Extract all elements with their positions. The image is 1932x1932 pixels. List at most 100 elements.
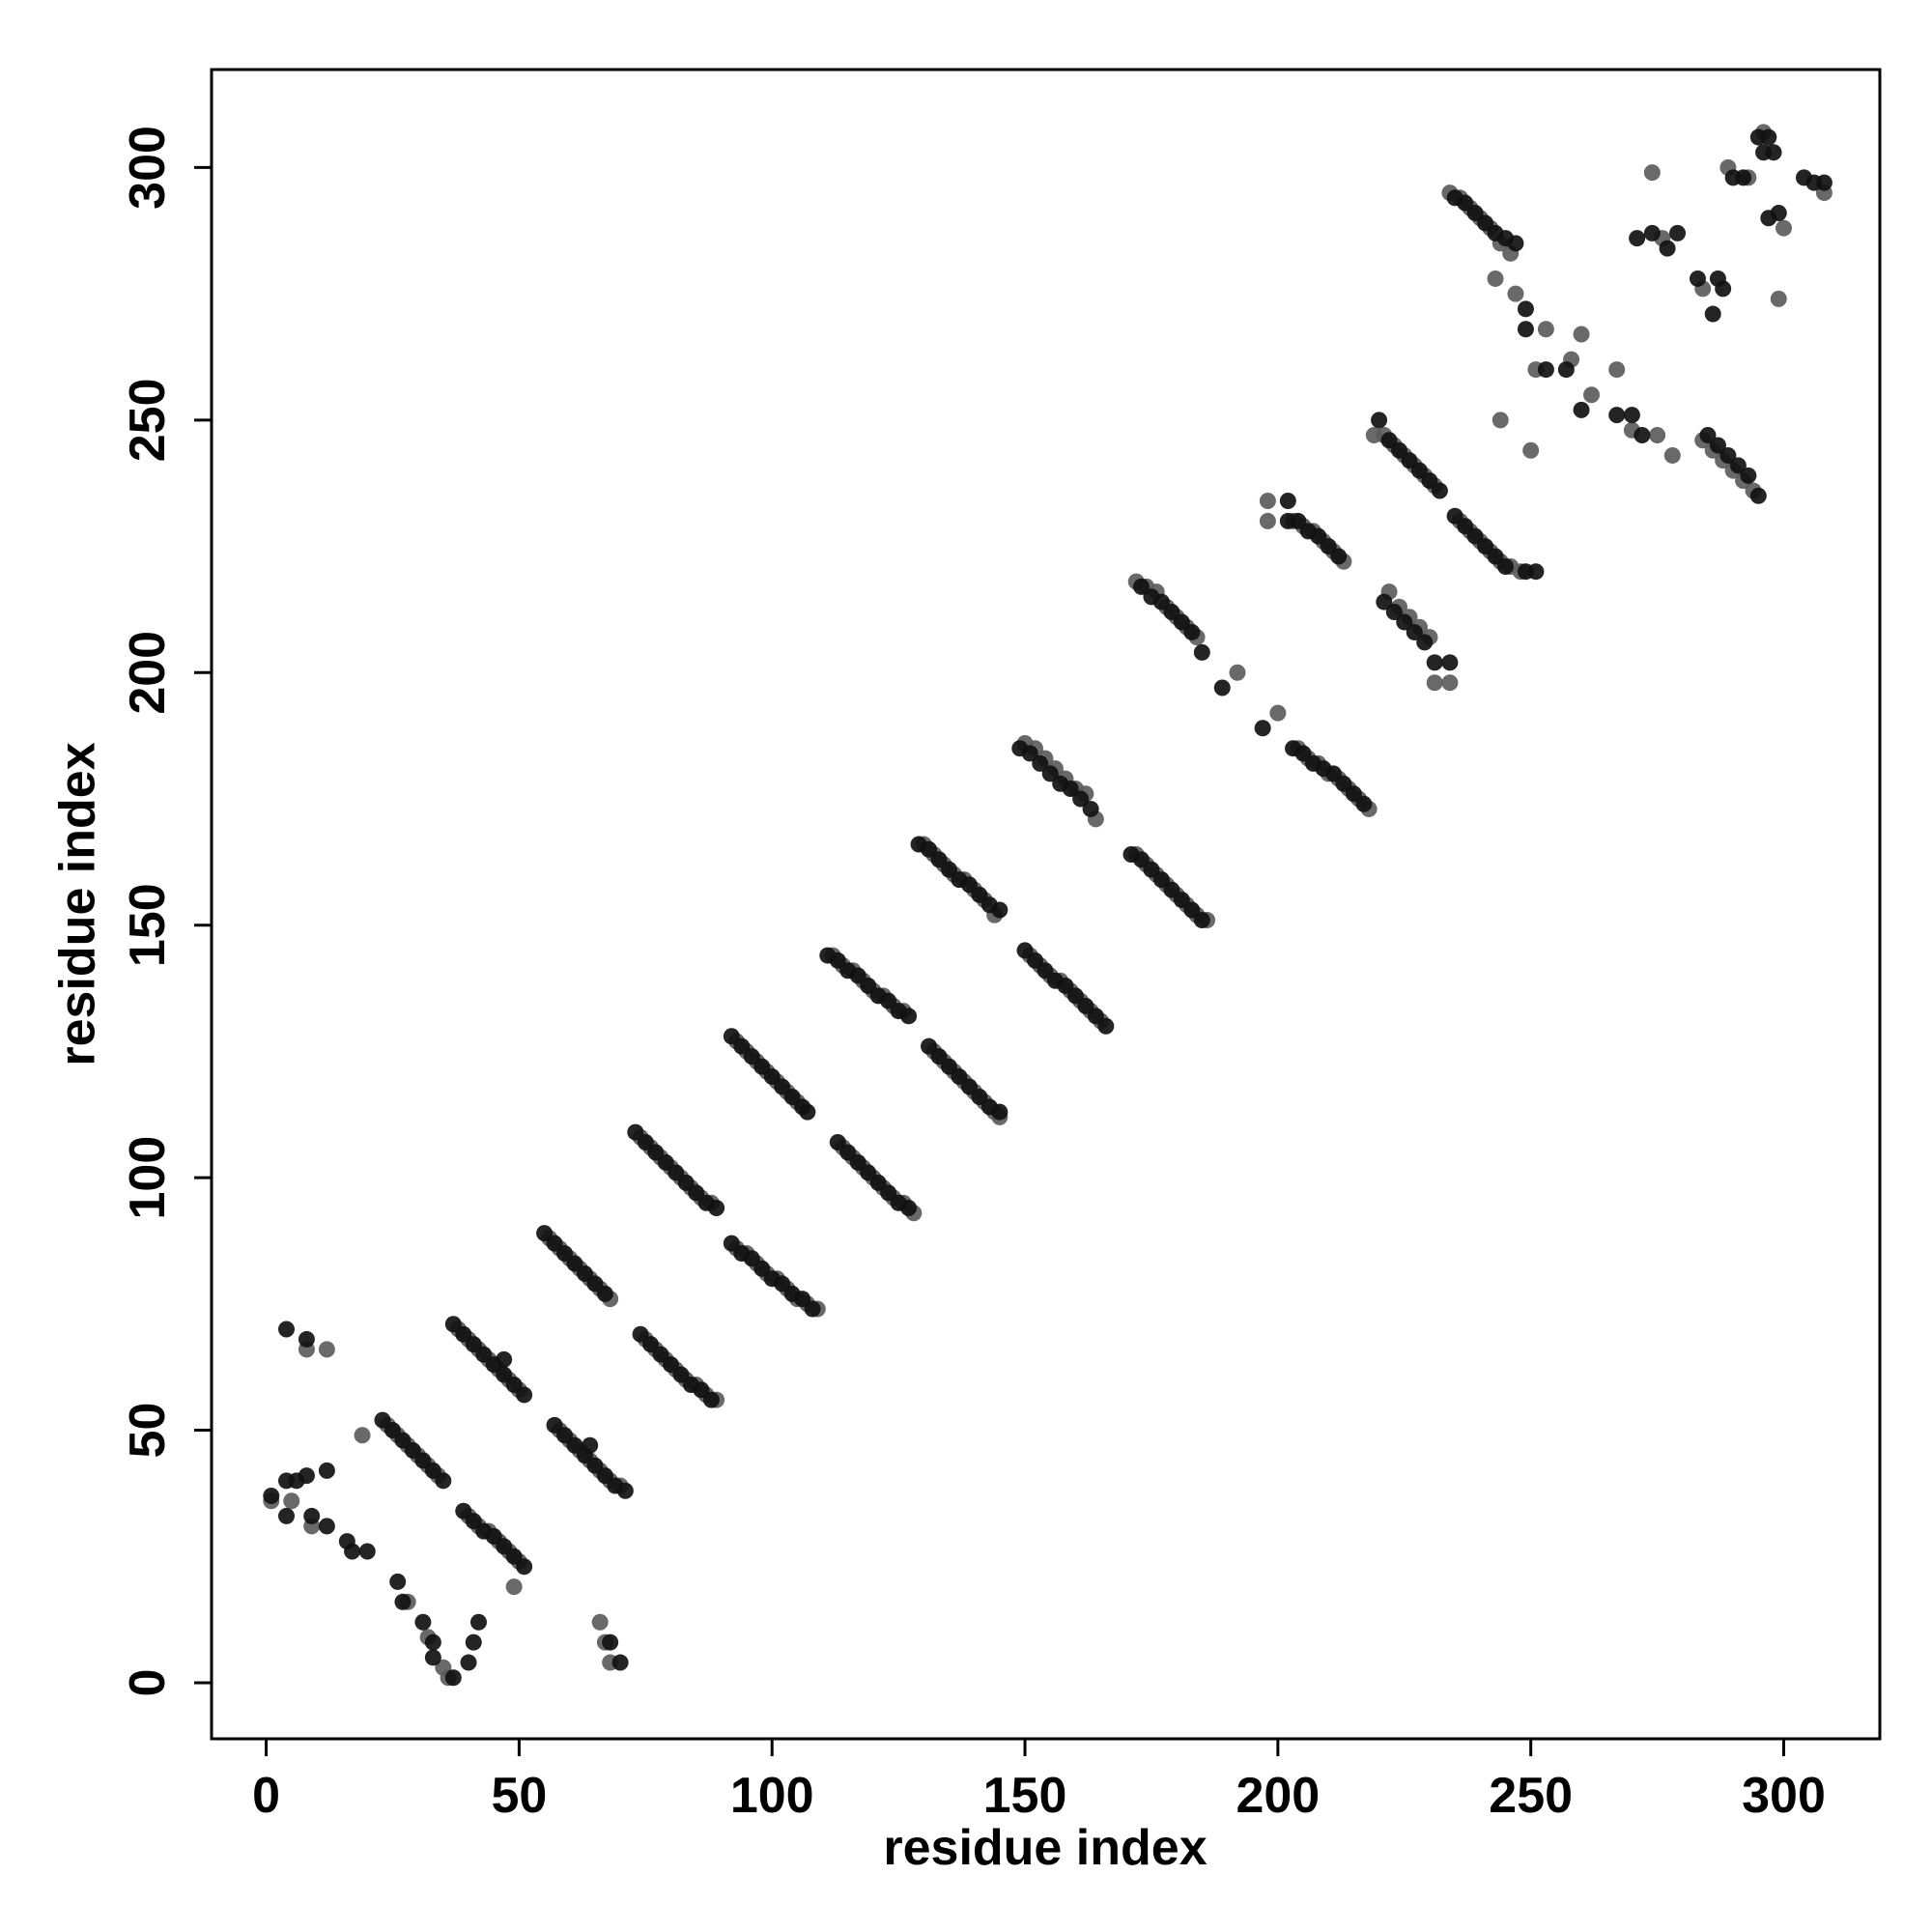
point bbox=[1396, 613, 1413, 631]
point bbox=[1537, 361, 1554, 379]
point bbox=[799, 1103, 816, 1121]
point bbox=[1643, 164, 1661, 182]
point bbox=[1213, 679, 1231, 696]
point bbox=[1426, 654, 1443, 671]
point bbox=[1441, 674, 1459, 692]
point bbox=[1335, 775, 1352, 792]
point bbox=[1770, 204, 1787, 221]
point bbox=[1421, 472, 1438, 490]
point bbox=[263, 1488, 280, 1505]
point bbox=[1699, 427, 1717, 444]
point bbox=[1537, 321, 1554, 338]
point bbox=[1259, 493, 1276, 510]
point bbox=[991, 1103, 1009, 1121]
point bbox=[1027, 952, 1044, 969]
point bbox=[298, 1330, 315, 1348]
point bbox=[469, 1613, 487, 1631]
point bbox=[1517, 321, 1534, 338]
point bbox=[1583, 386, 1601, 404]
point bbox=[278, 1321, 296, 1338]
point bbox=[971, 1088, 988, 1105]
point bbox=[829, 952, 846, 969]
y-tick-label: 250 bbox=[120, 378, 176, 462]
point bbox=[829, 1134, 846, 1151]
point bbox=[1517, 300, 1534, 318]
point bbox=[1391, 441, 1408, 459]
point bbox=[1719, 446, 1737, 464]
point bbox=[1663, 446, 1681, 464]
point bbox=[1193, 643, 1210, 661]
point bbox=[991, 901, 1009, 919]
point bbox=[1259, 512, 1276, 529]
point bbox=[586, 1275, 604, 1293]
point bbox=[546, 1235, 563, 1252]
point bbox=[1709, 437, 1726, 454]
point bbox=[900, 1199, 918, 1216]
point bbox=[485, 1527, 502, 1545]
x-tick-label: 300 bbox=[1742, 1768, 1826, 1824]
point bbox=[1441, 654, 1459, 671]
point bbox=[1310, 527, 1327, 545]
point bbox=[536, 1225, 554, 1242]
point bbox=[1496, 557, 1514, 575]
point bbox=[424, 1634, 441, 1651]
point bbox=[921, 840, 938, 858]
point bbox=[1477, 538, 1494, 555]
point bbox=[303, 1507, 321, 1524]
point bbox=[1760, 128, 1777, 146]
point bbox=[1183, 901, 1201, 919]
point bbox=[1371, 412, 1388, 429]
point bbox=[849, 1153, 867, 1171]
point bbox=[1623, 407, 1640, 424]
point bbox=[1487, 270, 1504, 287]
point bbox=[1087, 1008, 1104, 1025]
point bbox=[1173, 613, 1190, 631]
point bbox=[1659, 240, 1676, 257]
point bbox=[616, 1482, 634, 1499]
x-tick-label: 50 bbox=[491, 1768, 547, 1824]
point bbox=[1041, 765, 1059, 782]
point bbox=[1385, 604, 1403, 621]
point bbox=[940, 861, 957, 878]
point bbox=[465, 1634, 482, 1651]
point bbox=[576, 1264, 593, 1282]
point bbox=[394, 1432, 412, 1449]
point bbox=[465, 1513, 482, 1530]
point bbox=[1320, 538, 1337, 555]
point bbox=[1380, 432, 1398, 449]
point bbox=[951, 1068, 968, 1086]
point bbox=[647, 1144, 665, 1161]
point bbox=[298, 1467, 315, 1485]
point bbox=[1431, 482, 1448, 499]
point bbox=[591, 1613, 609, 1631]
x-axis-title: residue index bbox=[883, 1820, 1207, 1876]
point bbox=[556, 1245, 574, 1263]
point bbox=[424, 1462, 441, 1479]
point bbox=[389, 1573, 407, 1590]
point bbox=[1183, 623, 1201, 640]
point bbox=[611, 1654, 629, 1671]
point bbox=[414, 1452, 432, 1469]
point bbox=[1689, 270, 1706, 287]
point bbox=[455, 1325, 472, 1343]
point bbox=[602, 1634, 619, 1651]
point bbox=[278, 1507, 296, 1524]
point bbox=[318, 1341, 335, 1358]
point bbox=[374, 1411, 391, 1429]
point bbox=[1457, 518, 1474, 535]
point bbox=[637, 1134, 654, 1151]
point bbox=[444, 1316, 462, 1333]
point bbox=[404, 1441, 421, 1459]
point bbox=[1704, 305, 1721, 323]
y-tick-label: 150 bbox=[120, 883, 176, 967]
point bbox=[596, 1285, 613, 1302]
point bbox=[1355, 795, 1373, 812]
point bbox=[1466, 204, 1484, 221]
point bbox=[586, 1457, 604, 1474]
point bbox=[1229, 664, 1246, 681]
point bbox=[1507, 285, 1524, 302]
point bbox=[358, 1543, 376, 1560]
point bbox=[465, 1336, 482, 1353]
point bbox=[940, 1058, 957, 1075]
